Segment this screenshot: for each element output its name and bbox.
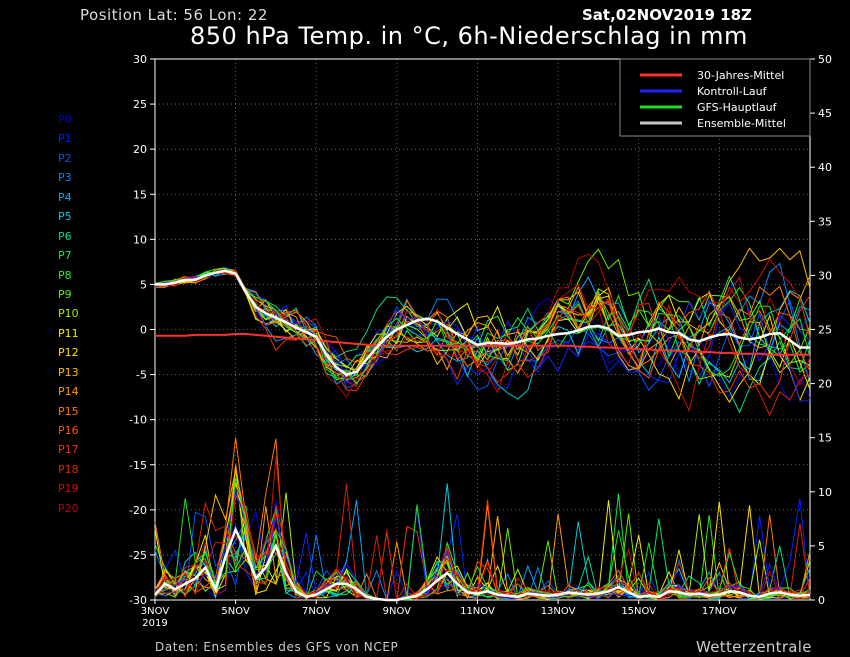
x-tick-label: 3NOV [141,606,170,617]
member-label: P14 [58,385,79,399]
legend-label: Kontroll-Lauf [697,85,768,98]
axes: 302520151050-5-10-15-20-25-3050454035302… [129,53,832,629]
member-label: P17 [58,443,79,457]
ensemble-mean-temperature-line [155,269,810,376]
member-temperature-line [154,247,811,377]
member-label: P12 [58,346,79,360]
member-label: P8 [58,268,72,282]
y-right-tick-label: 20 [818,378,832,391]
y-left-tick-label: -30 [129,594,147,607]
member-label: P9 [58,287,72,301]
member-label: P4 [58,190,72,204]
y-left-tick-label: 0 [140,324,147,337]
member-temperature-line [154,268,811,381]
member-label: P16 [58,424,79,437]
brand-label: Wetterzentrale [696,638,812,656]
member-temperature-line [154,270,811,399]
y-right-tick-label: 30 [818,269,832,282]
climate-mean-line [155,333,810,356]
y-right-tick-label: 10 [818,486,832,499]
legend-label: Ensemble-Mittel [697,117,786,130]
y-left-tick-label: 10 [133,233,147,246]
member-label: P15 [58,404,79,418]
member-label: P1 [58,132,72,146]
x-tick-label: 7NOV [302,606,331,617]
x-tick-label: 17NOV [702,606,737,617]
member-temperature-line [154,266,811,402]
run-date-label: Sat,02NOV2019 18Z [582,6,752,24]
member-temperature-line [154,258,811,413]
x-tick-label: 5NOV [221,606,250,617]
data-source-label: Daten: Ensembles des GFS von NCEP [155,640,399,654]
member-precip-line [154,464,811,601]
y-left-tick-label: 25 [133,98,147,111]
position-label: Position Lat: 56 Lon: 22 [80,6,268,24]
member-label: P2 [58,151,72,165]
y-right-tick-label: 35 [818,215,832,228]
x-tick-label: 13NOV [541,606,576,617]
y-left-tick-label: -15 [129,459,147,472]
y-right-tick-label: 50 [818,53,832,66]
y-left-tick-label: -20 [129,504,147,517]
x-tick-label: 11NOV [460,606,495,617]
member-temperature-line [154,270,811,381]
member-label: P10 [58,307,79,321]
member-label: P3 [58,171,72,185]
member-label: P7 [58,249,72,263]
x-tick-label: 9NOV [383,606,412,617]
y-left-tick-label: -5 [136,369,147,382]
member-label: P19 [58,482,79,496]
member-temperature-line [154,269,811,379]
y-right-tick-label: 15 [818,432,832,445]
member-precip-line [154,508,811,601]
x-tick-label: 15NOV [621,606,656,617]
y-left-tick-label: 5 [140,278,147,291]
member-temperature-line [154,262,811,384]
chart-title: 850 hPa Temp. in °C, 6h-Niederschlag in … [190,22,748,50]
legend-label: 30-Jahres-Mittel [697,69,784,82]
y-left-tick-label: 15 [133,188,147,201]
member-precip-line [154,490,811,601]
legend: 30-Jahres-Mittel Kontroll-Lauf GFS-Hauptla… [619,58,811,137]
y-right-tick-label: 40 [818,161,832,174]
y-left-tick-label: 30 [133,53,147,66]
y-left-tick-label: -10 [129,414,147,427]
member-label: P6 [58,229,72,243]
member-label: P20 [58,501,79,515]
member-label: P0 [58,113,72,126]
member-label: P13 [58,365,79,379]
y-left-tick-label: -25 [129,549,147,562]
y-left-tick-label: 20 [133,143,147,156]
member-list: P0 P1 P2 P3 P4 P5 P6 P7 P8 P9 P10 P11 P12 P13 P14 P15 P1… [58,110,79,518]
ensemble-mean-precip-line [154,526,811,602]
y-right-tick-label: 0 [818,594,825,607]
member-label: P18 [58,462,79,476]
member-precip-line [154,478,811,601]
member-label: P11 [58,326,79,340]
y-right-tick-label: 25 [818,324,832,337]
y-right-tick-label: 45 [818,107,832,120]
x-year-label: 2019 [142,618,167,629]
member-label: P5 [58,210,72,224]
y-right-tick-label: 5 [818,540,825,553]
member-temperature-line [155,272,811,390]
main-series-lines [154,269,811,602]
legend-label: GFS-Hauptlauf [697,101,778,114]
